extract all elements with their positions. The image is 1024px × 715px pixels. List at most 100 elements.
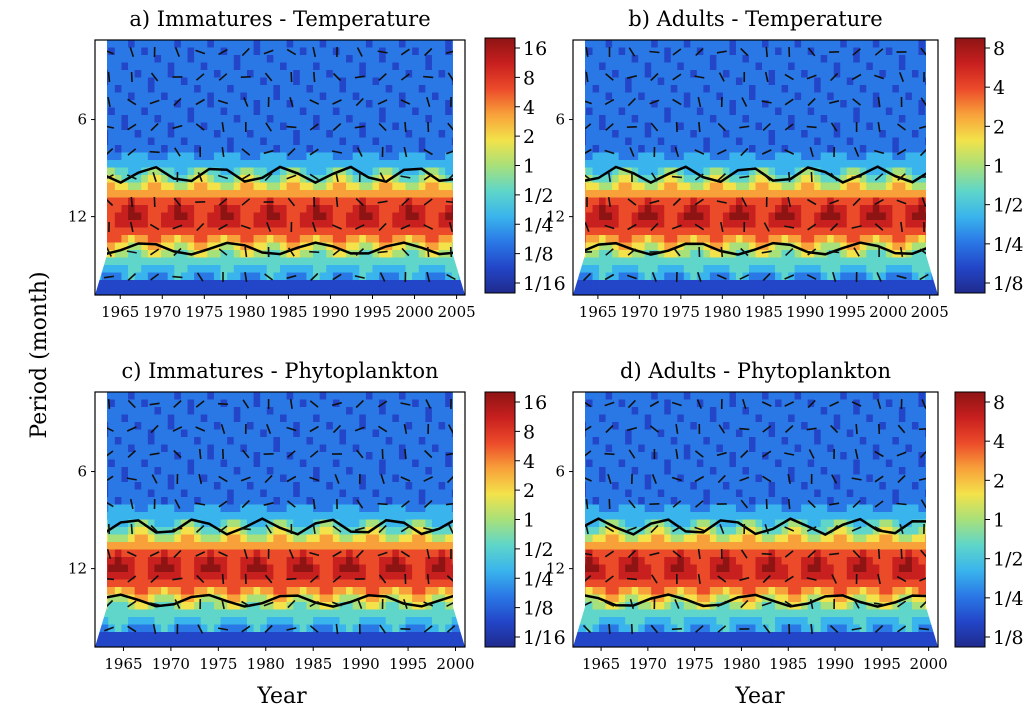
y-tick-label: 6 (555, 463, 565, 481)
colorbar-tick-label: 1/8 (993, 627, 1024, 649)
x-tick-label: 1980 (247, 655, 285, 673)
colorbar-tick-label: 1 (523, 156, 535, 178)
colorbar-tick-label: 1/2 (993, 195, 1024, 217)
colorbar-tick-label: 1/8 (523, 598, 554, 620)
colorbar-tick-label: 1/4 (523, 568, 554, 590)
colorbar-tick-label: 4 (993, 77, 1005, 99)
colorbar-tick-label: 8 (523, 67, 535, 89)
panel-2: b) Adults - Temperature 1965 1970 1975 1980 1… (546, 7, 1024, 321)
x-tick-label: 2005 (437, 303, 475, 321)
heatmap-cells (573, 392, 939, 648)
colorbar-tick-label: 2 (993, 470, 1005, 492)
colorbar-tick-label: 1 (523, 510, 535, 532)
phase-arrows (581, 398, 930, 635)
plot-frame (572, 391, 939, 648)
colorbar-tick-label: 1/8 (993, 273, 1024, 295)
colorbar: 16 8 4 2 1 1/2 1/4 1/8 1/16 (484, 37, 566, 295)
x-tick-label: 1995 (389, 655, 427, 673)
plot-frame (94, 391, 466, 648)
colorbar-tick-label: 2 (523, 480, 535, 502)
x-tick-label: 1990 (342, 655, 380, 673)
x-tick-label: 1975 (676, 655, 714, 673)
x-tick-label: 1995 (863, 655, 901, 673)
x-tick-label: 2005 (911, 303, 949, 321)
colorbar: 8 4 2 1 1/2 1/4 1/8 (954, 37, 1024, 295)
x-axis-label-left: Year (256, 684, 307, 709)
y-tick-label: 6 (77, 463, 87, 481)
x-tick-label: 1965 (104, 655, 142, 673)
colorbar-tick-label: 4 (993, 431, 1005, 453)
x-tick-label: 1980 (722, 655, 760, 673)
x-tick-label: 1980 (703, 303, 741, 321)
colorbar-tick-label: 1 (993, 156, 1005, 178)
colorbar-tick-label: 1/4 (993, 588, 1024, 610)
colorbar-tick-label: 1 (993, 510, 1005, 532)
cone-of-influence-left (95, 40, 107, 295)
colorbar-tick-label: 1/2 (523, 539, 554, 561)
x-tick-label: 1970 (620, 303, 658, 321)
colorbar-tick-label: 2 (523, 126, 535, 148)
x-axis-label-right: Year (734, 684, 785, 709)
panel-title: d) Adults - Phytoplankton (620, 359, 891, 383)
cone-of-influence-right (453, 392, 465, 647)
phase-arrows (103, 46, 457, 283)
phase-arrows (581, 46, 930, 283)
panel-title: a) Immatures - Temperature (129, 7, 430, 31)
y-tick-label: 6 (555, 111, 565, 129)
colorbar: 16 8 4 2 1 1/2 1/4 1/8 1/16 (484, 391, 566, 649)
x-tick-label: 2000 (436, 655, 474, 673)
colorbar-tick-label: 1/16 (523, 627, 566, 649)
x-tick-label: 1990 (816, 655, 854, 673)
x-tick-label: 1965 (579, 303, 617, 321)
colorbar-tick-label: 8 (993, 392, 1005, 414)
colorbar: 8 4 2 1 1/2 1/4 1/8 (954, 391, 1024, 649)
x-tick-label: 1965 (101, 303, 139, 321)
x-tick-label: 1975 (185, 303, 223, 321)
cone-of-influence-left (573, 392, 585, 647)
x-tick-label: 2000 (869, 303, 907, 321)
cone-of-influence-right (926, 392, 938, 647)
cone-of-influence-right (453, 40, 465, 295)
x-tick-label: 1970 (629, 655, 667, 673)
colorbar-tick-label: 1/4 (993, 234, 1024, 256)
plot-frame (572, 39, 939, 296)
cone-of-influence-left (95, 392, 107, 647)
x-tick-label: 2000 (395, 303, 433, 321)
x-tick-label: 1995 (828, 303, 866, 321)
colorbar-tick-label: 1/4 (523, 214, 554, 236)
phase-arrows (103, 398, 457, 635)
x-tick-label: 2000 (910, 655, 948, 673)
colorbar-tick-label: 16 (523, 392, 547, 414)
cone-of-influence-right (926, 40, 938, 295)
x-tick-label: 1975 (199, 655, 237, 673)
y-axis-label: Period (month) (27, 271, 52, 438)
x-tick-label: 1970 (152, 655, 190, 673)
panel-4: d) Adults - Phytoplankton 1965 1970 1975 198… (546, 359, 1024, 673)
x-tick-label: 1990 (786, 303, 824, 321)
colorbar-tick-label: 1/8 (523, 244, 554, 266)
y-tick-label: 12 (68, 560, 87, 578)
x-tick-label: 1975 (662, 303, 700, 321)
x-tick-label: 1985 (769, 655, 807, 673)
colorbar-tick-label: 4 (523, 97, 535, 119)
x-tick-label: 1980 (227, 303, 265, 321)
colorbar-tick-label: 8 (993, 38, 1005, 60)
panel-3: c) Immatures - Phytoplankton 1965 1970 1975… (68, 359, 566, 673)
plot-frame (94, 39, 466, 296)
colorbar-tick-label: 1/2 (993, 549, 1024, 571)
x-tick-label: 1970 (143, 303, 181, 321)
x-tick-label: 1965 (582, 655, 620, 673)
colorbar-tick-label: 2 (993, 116, 1005, 138)
cone-of-influence-left (573, 40, 585, 295)
y-tick-label: 6 (77, 111, 87, 129)
x-tick-label: 1985 (294, 655, 332, 673)
colorbar-tick-label: 8 (523, 421, 535, 443)
panel-title: c) Immatures - Phytoplankton (121, 359, 438, 383)
panel-title: b) Adults - Temperature (628, 7, 882, 31)
colorbar-tick-label: 1/2 (523, 185, 554, 207)
colorbar-tick-label: 1/16 (523, 273, 566, 295)
x-tick-label: 1985 (269, 303, 307, 321)
